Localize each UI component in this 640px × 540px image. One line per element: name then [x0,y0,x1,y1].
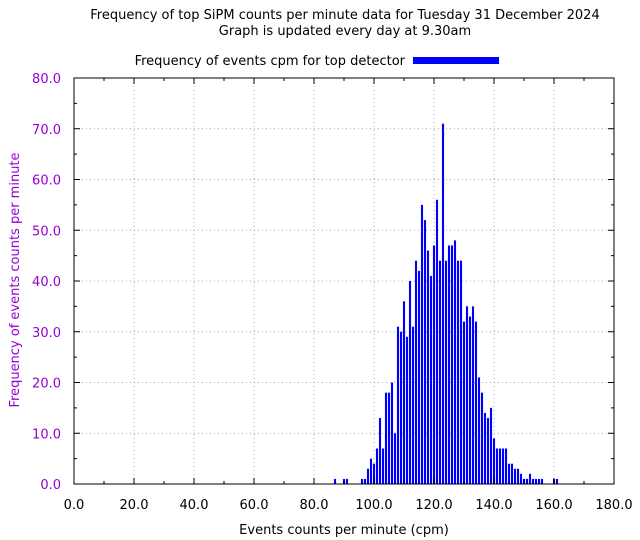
legend: Frequency of events cpm for top detector [135,54,499,69]
y-tick-label: 70.0 [32,123,61,138]
x-tick-label: 0.0 [64,498,85,513]
x-tick-label: 40.0 [180,498,209,513]
bar [528,473,532,484]
y-tick-label: 10.0 [32,427,61,442]
x-axis-title: Events counts per minute (cpm) [239,523,449,538]
bar [531,478,535,484]
x-tick-label: 120.0 [415,498,452,513]
x-tick-label: 60.0 [240,498,269,513]
chart-title: Frequency of top SiPM counts per minute … [90,8,599,23]
legend-swatch [413,57,499,64]
bar [498,448,502,484]
bar [396,326,400,484]
bars [333,123,559,485]
x-axis-ticks: 0.0 20.0 40.0 60.0 80.0 100.0 120.0 140.0 160.0 1… [64,78,633,513]
bar [489,407,493,484]
y-tick-label: 50.0 [32,224,61,239]
bar [504,448,508,484]
bar [378,418,382,484]
bar [381,448,385,484]
bar [420,204,424,484]
x-tick-label: 140.0 [475,498,512,513]
bar [510,463,514,484]
x-tick-label: 180.0 [595,498,632,513]
y-tick-label: 60.0 [32,174,61,189]
bar [363,478,367,484]
x-tick-label: 20.0 [120,498,149,513]
bar [540,478,544,484]
bar [513,468,517,484]
bar [435,199,439,485]
chart-subtitle: Graph is updated every day at 9.30am [219,24,471,39]
y-tick-label: 80.0 [32,72,61,87]
bar [525,478,529,484]
bar [507,463,511,484]
bar [375,448,379,484]
bar [465,306,469,484]
bar [459,260,463,484]
y-tick-label: 30.0 [32,326,61,341]
x-tick-label: 80.0 [300,498,329,513]
y-axis-title: Frequency of events counts per minute [8,152,23,407]
y-tick-label: 20.0 [32,377,61,392]
bar [486,418,490,484]
y-axis-ticks: 0.0 10.0 20.0 30.0 40.0 50.0 60.0 70.0 80.0 [32,72,614,493]
bar [333,478,337,484]
bar [483,412,487,484]
y-tick-label: 0.0 [40,478,61,493]
bar [408,281,412,484]
bar [393,433,397,484]
bar [462,321,466,484]
bar [495,448,499,484]
bar [426,250,430,484]
bar [492,438,496,484]
bar [519,473,523,484]
bar [384,392,388,484]
bar [534,478,538,484]
legend-label: Frequency of events cpm for top detector [135,54,406,69]
bar [474,321,478,484]
bar [372,463,376,484]
bar [423,220,427,484]
bar [369,458,373,484]
bar [438,260,442,484]
bar [501,448,505,484]
bar [360,478,364,484]
bar [366,468,370,484]
bar [411,326,415,484]
bar [441,123,445,485]
bar [447,245,451,484]
grid-lines [74,78,614,484]
bar [555,478,559,484]
bar [402,301,406,484]
bar [453,240,457,484]
bar [387,392,391,484]
bar [456,260,460,484]
bar [537,478,541,484]
bar [429,275,433,484]
bar [471,306,475,484]
bar [468,316,472,484]
bar [417,270,421,484]
bar [390,382,394,484]
bar [477,377,481,484]
y-tick-label: 40.0 [32,275,61,290]
x-tick-label: 160.0 [535,498,572,513]
bar [405,336,409,484]
bar [444,260,448,484]
bar [432,245,436,484]
bar [345,478,349,484]
bar [414,260,418,484]
bar [480,392,484,484]
bar [450,245,454,484]
x-tick-label: 100.0 [355,498,392,513]
bar [399,331,403,484]
bar [516,468,520,484]
